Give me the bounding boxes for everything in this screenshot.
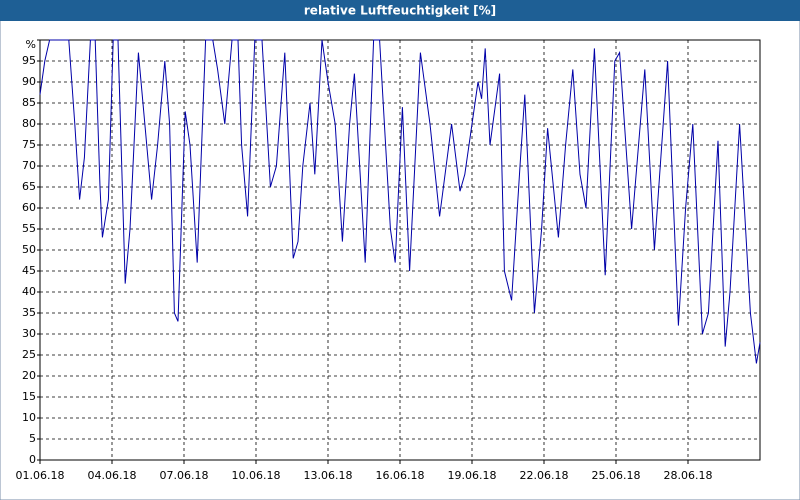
y-tick-label: 75: [22, 138, 36, 151]
y-tick-label: 45: [22, 264, 36, 277]
y-tick-label: 85: [22, 96, 36, 109]
x-tick-label: 04.06.18: [88, 469, 137, 482]
x-tick-label: 25.06.18: [592, 469, 641, 482]
y-tick-label: 50: [22, 243, 36, 256]
y-tick-label: 60: [22, 201, 36, 214]
y-tick-label: 90: [22, 75, 36, 88]
y-tick-label: %: [26, 38, 36, 51]
x-tick-label: 13.06.18: [304, 469, 353, 482]
y-tick-label: 10: [22, 411, 36, 424]
y-tick-label: 80: [22, 117, 36, 130]
y-tick-label: 40: [22, 285, 36, 298]
chart-title: relative Luftfeuchtigkeit [%]: [304, 4, 496, 18]
title-bar: [0, 0, 800, 21]
x-tick-label: 16.06.18: [376, 469, 425, 482]
y-tick-label: 30: [22, 327, 36, 340]
y-tick-label: 55: [22, 222, 36, 235]
y-tick-label: 95: [22, 54, 36, 67]
y-tick-label: 5: [29, 432, 36, 445]
x-tick-label: 07.06.18: [160, 469, 209, 482]
x-tick-label: 28.06.18: [664, 469, 713, 482]
y-tick-label: 25: [22, 348, 36, 361]
y-tick-label: 20: [22, 369, 36, 382]
x-tick-label: 19.06.18: [448, 469, 497, 482]
y-tick-label: 15: [22, 390, 36, 403]
y-tick-label: 65: [22, 180, 36, 193]
x-tick-label: 01.06.18: [16, 469, 65, 482]
x-tick-label: 10.06.18: [232, 469, 281, 482]
y-tick-label: 35: [22, 306, 36, 319]
y-tick-label: 70: [22, 159, 36, 172]
x-tick-label: 22.06.18: [520, 469, 569, 482]
data-line: [39, 39, 761, 364]
y-tick-label: 0: [29, 453, 36, 466]
